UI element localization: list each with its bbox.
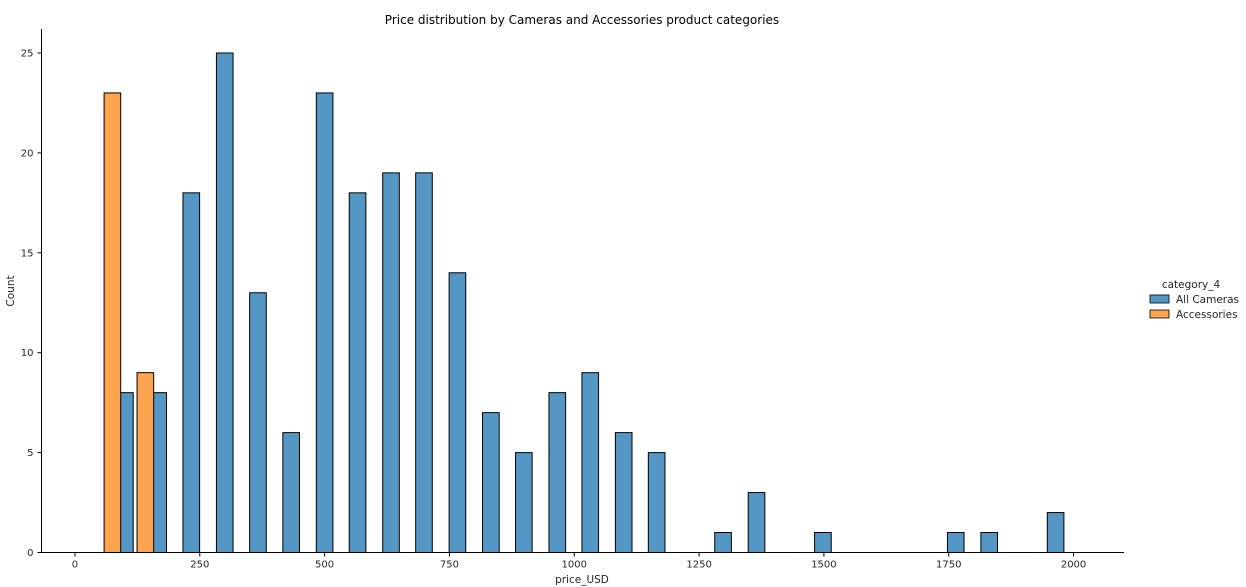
bar-all-cameras — [282, 432, 300, 553]
y-tick-label: 25 — [21, 48, 34, 59]
y-tick-label: 10 — [21, 348, 34, 359]
x-axis-label: price_USD — [555, 574, 609, 586]
bar-accessories — [103, 92, 122, 553]
y-tick-label: 5 — [27, 448, 33, 459]
x-tick-label: 0 — [72, 560, 78, 571]
legend-label-all-cameras: All Cameras — [1176, 294, 1239, 306]
bar-all-cameras — [448, 272, 467, 553]
bar-accessories — [136, 372, 155, 554]
bar-all-cameras — [482, 412, 500, 553]
x-tick-label: 2000 — [1061, 560, 1086, 571]
legend: category_4 All Cameras Accessories — [1149, 279, 1239, 321]
bar-all-cameras — [548, 392, 567, 553]
bar-all-cameras — [515, 452, 533, 554]
bar-all-cameras — [980, 532, 998, 554]
x-tick-label: 1250 — [686, 560, 711, 571]
bar-all-cameras — [382, 172, 400, 554]
y-tick-label: 0 — [27, 548, 33, 559]
bar-all-cameras — [249, 292, 267, 553]
bar-all-cameras — [215, 52, 234, 553]
bar-all-cameras — [182, 192, 201, 553]
bar-all-cameras — [814, 532, 832, 554]
bar-all-cameras — [747, 492, 766, 553]
bar-all-cameras — [315, 92, 334, 553]
bar-all-cameras — [946, 532, 965, 554]
legend-title: category_4 — [1162, 279, 1221, 291]
bar-all-cameras — [1046, 512, 1065, 553]
x-tick-label: 750 — [440, 560, 459, 571]
y-tick-label: 20 — [21, 148, 34, 159]
bar-all-cameras — [714, 532, 732, 554]
x-tick-label: 500 — [315, 560, 334, 571]
x-tick-label: 250 — [190, 560, 209, 571]
legend-swatch-all-cameras — [1149, 294, 1170, 304]
y-axis-label: Count — [5, 275, 17, 306]
legend-swatch-accessories — [1149, 309, 1170, 319]
chart-title: Price distribution by Cameras and Access… — [385, 13, 779, 27]
legend-label-accessories: Accessories — [1176, 309, 1238, 321]
bar-all-cameras — [614, 432, 633, 553]
y-tick-label: 15 — [21, 248, 34, 259]
bars-group — [103, 52, 1065, 554]
bar-all-cameras — [647, 452, 666, 554]
y-ticks: 0 5 10 15 20 25 — [21, 48, 42, 559]
x-tick-label: 1500 — [811, 560, 836, 571]
x-ticks: 0 250 500 750 1000 1250 1500 1750 2000 — [72, 552, 1086, 571]
x-tick-label: 1000 — [562, 560, 587, 571]
bar-all-cameras — [415, 172, 433, 554]
bar-all-cameras — [348, 192, 367, 553]
x-tick-label: 1750 — [936, 560, 961, 571]
bar-all-cameras — [581, 372, 600, 554]
